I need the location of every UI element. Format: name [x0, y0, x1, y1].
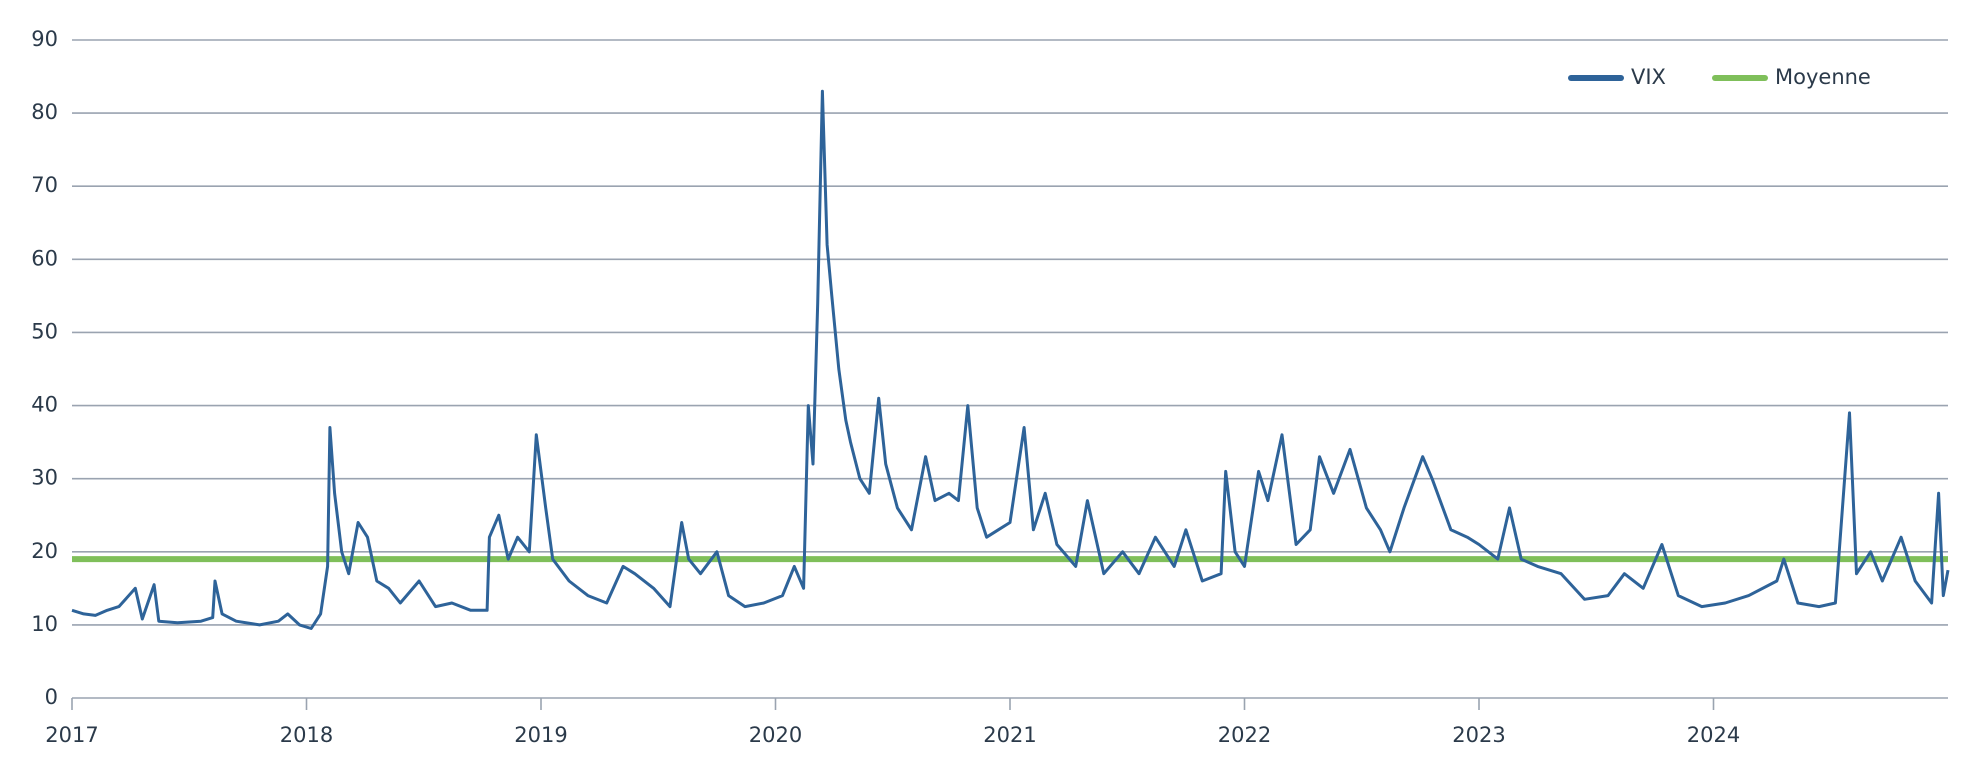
- y-tick-label: 0: [45, 685, 58, 709]
- y-tick-label: 50: [31, 319, 58, 343]
- x-tick-label: 2021: [983, 723, 1036, 747]
- x-tick-label: 2022: [1218, 723, 1271, 747]
- line-series: [71, 89, 1950, 630]
- legend-label: VIX: [1631, 65, 1666, 89]
- y-tick-label: 20: [31, 539, 58, 563]
- x-tick-label: 2020: [749, 723, 802, 747]
- x-tick-label: 2018: [280, 723, 333, 747]
- x-tick-label: 2017: [45, 723, 98, 747]
- y-tick-label: 70: [31, 173, 58, 197]
- y-tick-label: 40: [31, 393, 58, 417]
- y-tick-label: 10: [31, 612, 58, 636]
- x-tick-label: 2023: [1452, 723, 1505, 747]
- legend-label: Moyenne: [1775, 65, 1871, 89]
- x-tick-label: 2019: [514, 723, 567, 747]
- y-tick-label: 80: [31, 100, 58, 124]
- x-tick-label: 2024: [1687, 723, 1740, 747]
- y-tick-label: 30: [31, 466, 58, 490]
- y-tick-label: 90: [31, 27, 58, 51]
- y-tick-label: 60: [31, 246, 58, 270]
